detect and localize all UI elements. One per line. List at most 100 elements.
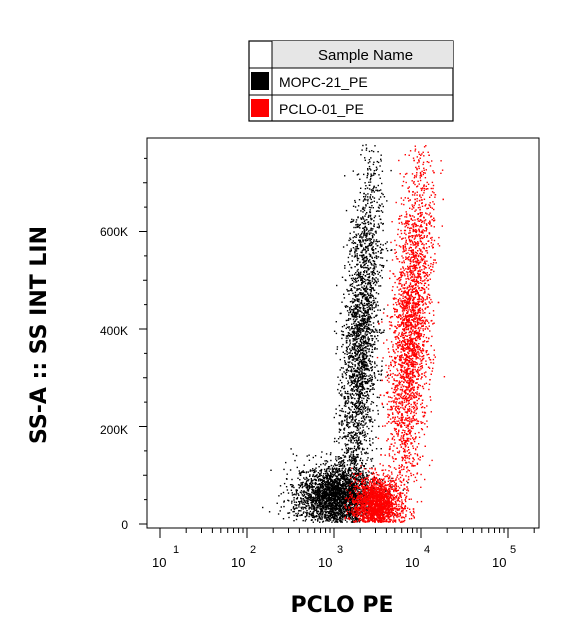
data-point: [339, 489, 341, 491]
data-point: [307, 490, 310, 492]
data-point: [359, 349, 361, 351]
data-point: [367, 279, 370, 281]
data-point: [362, 281, 365, 283]
data-point: [345, 468, 347, 470]
data-point: [356, 299, 358, 301]
data-point: [360, 324, 362, 326]
data-point: [360, 345, 362, 347]
data-point: [368, 300, 371, 303]
data-point: [363, 233, 365, 236]
data-point: [348, 290, 350, 292]
data-point: [351, 490, 354, 493]
data-point: [385, 247, 388, 250]
data-point: [324, 460, 326, 462]
data-point: [367, 162, 370, 164]
data-point: [364, 159, 366, 161]
data-point: [367, 394, 369, 396]
data-point: [344, 363, 346, 365]
data-point: [309, 493, 311, 495]
data-point: [356, 340, 358, 343]
data-point: [364, 377, 367, 380]
data-point: [378, 215, 381, 217]
data-point: [333, 479, 335, 481]
data-point: [351, 506, 353, 509]
data-point: [378, 207, 380, 209]
data-point: [336, 479, 339, 481]
data-point: [337, 388, 339, 391]
data-point: [368, 313, 370, 316]
data-point: [312, 469, 315, 472]
data-point: [360, 412, 362, 414]
data-point: [341, 410, 343, 412]
data-point: [359, 479, 362, 481]
data-point: [348, 481, 350, 483]
data-point: [347, 290, 349, 292]
data-point: [357, 423, 360, 425]
data-point: [321, 505, 324, 507]
data-point: [359, 491, 362, 493]
data-point: [355, 482, 357, 484]
data-point: [349, 482, 352, 484]
data-point: [375, 338, 378, 340]
data-point: [365, 369, 367, 371]
data-point: [311, 516, 314, 518]
data-point: [301, 471, 303, 473]
data-point: [338, 490, 340, 492]
data-point: [329, 489, 331, 491]
data-point: [361, 314, 363, 317]
data-point: [325, 493, 327, 495]
data-point: [357, 276, 360, 278]
data-point: [351, 414, 353, 416]
data-point: [356, 209, 359, 211]
data-point: [290, 509, 292, 511]
data-point: [339, 504, 341, 507]
data-point: [342, 488, 344, 490]
data-point: [353, 491, 356, 493]
data-point: [380, 370, 382, 372]
data-point: [347, 472, 350, 475]
data-point: [362, 477, 365, 479]
data-point: [335, 464, 337, 467]
data-point: [293, 499, 295, 501]
data-point: [335, 489, 337, 492]
data-point: [357, 387, 359, 390]
data-point: [323, 502, 325, 504]
data-point: [366, 219, 368, 221]
data-point: [376, 364, 378, 367]
data-point: [378, 226, 380, 228]
legend-label-mopc: MOPC-21_PE: [279, 74, 368, 90]
data-point: [361, 352, 364, 354]
data-point: [354, 365, 356, 367]
data-point: [349, 385, 351, 387]
data-point: [333, 475, 335, 477]
data-point: [352, 487, 355, 489]
data-point: [355, 314, 357, 317]
data-point: [365, 463, 367, 465]
data-point: [356, 472, 358, 475]
data-point: [316, 493, 318, 496]
data-point: [362, 426, 364, 428]
data-point: [354, 495, 356, 497]
data-point: [328, 466, 331, 468]
data-point: [343, 510, 345, 513]
data-point: [339, 464, 342, 466]
data-point: [358, 371, 361, 373]
data-point: [303, 493, 306, 496]
data-point: [351, 356, 354, 359]
data-point: [330, 511, 332, 513]
data-point: [372, 442, 374, 444]
data-point: [362, 335, 365, 337]
data-point: [373, 268, 376, 270]
data-point: [345, 405, 347, 407]
data-point: [343, 387, 346, 389]
data-point: [346, 348, 348, 351]
data-point: [339, 483, 341, 485]
data-point: [370, 430, 373, 432]
data-point: [372, 248, 375, 251]
data-point: [325, 476, 327, 479]
data-point: [317, 491, 319, 493]
data-point: [367, 408, 369, 410]
data-point: [357, 478, 359, 481]
data-point: [325, 488, 327, 491]
data-point: [338, 482, 340, 484]
